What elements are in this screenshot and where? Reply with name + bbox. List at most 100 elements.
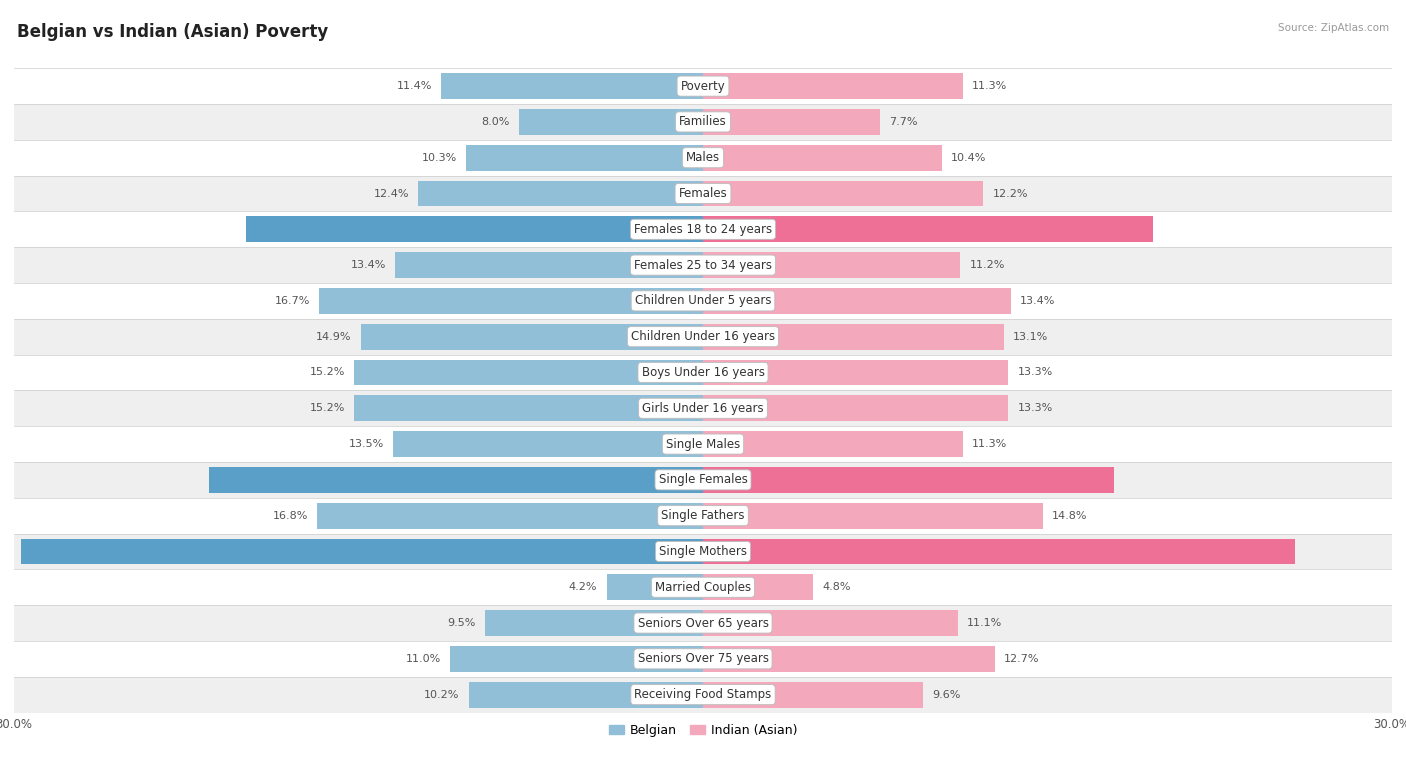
Text: Poverty: Poverty — [681, 80, 725, 92]
Bar — [703, 431, 963, 457]
Text: 25.8%: 25.8% — [676, 547, 714, 556]
Bar — [703, 610, 957, 636]
Text: Belgian vs Indian (Asian) Poverty: Belgian vs Indian (Asian) Poverty — [17, 23, 328, 41]
Bar — [703, 180, 983, 206]
Bar — [468, 681, 703, 707]
Text: 11.3%: 11.3% — [972, 81, 1007, 91]
Bar — [703, 575, 813, 600]
Bar — [703, 539, 1295, 564]
Bar — [703, 681, 924, 707]
Text: 11.4%: 11.4% — [396, 81, 432, 91]
Text: Families: Families — [679, 115, 727, 128]
Text: Seniors Over 75 years: Seniors Over 75 years — [637, 653, 769, 666]
Text: 14.9%: 14.9% — [316, 332, 352, 342]
Bar — [14, 176, 1392, 211]
Bar — [246, 217, 703, 243]
Bar — [703, 288, 1011, 314]
Text: 10.3%: 10.3% — [422, 152, 457, 163]
Text: Children Under 5 years: Children Under 5 years — [634, 294, 772, 308]
Text: 16.8%: 16.8% — [273, 511, 308, 521]
Text: 12.4%: 12.4% — [374, 189, 409, 199]
Bar — [485, 610, 703, 636]
Bar — [14, 211, 1392, 247]
Text: 19.9%: 19.9% — [692, 224, 730, 234]
Text: 13.4%: 13.4% — [350, 260, 387, 270]
Text: 11.0%: 11.0% — [406, 654, 441, 664]
Text: 8.0%: 8.0% — [482, 117, 510, 127]
Bar — [418, 180, 703, 206]
Bar — [14, 390, 1392, 426]
Text: Girls Under 16 years: Girls Under 16 years — [643, 402, 763, 415]
Text: 7.7%: 7.7% — [889, 117, 918, 127]
Text: 9.6%: 9.6% — [932, 690, 962, 700]
Bar — [361, 324, 703, 349]
Bar — [703, 503, 1043, 528]
Text: 13.3%: 13.3% — [1018, 403, 1053, 413]
Bar — [703, 109, 880, 135]
Text: 21.5%: 21.5% — [692, 475, 730, 485]
Text: Children Under 16 years: Children Under 16 years — [631, 330, 775, 343]
Text: Boys Under 16 years: Boys Under 16 years — [641, 366, 765, 379]
Text: Males: Males — [686, 151, 720, 164]
Bar — [14, 605, 1392, 641]
Text: 16.7%: 16.7% — [276, 296, 311, 306]
Text: 12.2%: 12.2% — [993, 189, 1028, 199]
Text: 13.3%: 13.3% — [1018, 368, 1053, 377]
Bar — [14, 104, 1392, 139]
Text: 29.7%: 29.7% — [692, 547, 730, 556]
Bar — [318, 503, 703, 528]
Text: 13.4%: 13.4% — [1019, 296, 1056, 306]
Text: Married Couples: Married Couples — [655, 581, 751, 594]
Bar — [606, 575, 703, 600]
Text: Source: ZipAtlas.com: Source: ZipAtlas.com — [1278, 23, 1389, 33]
Text: 11.1%: 11.1% — [967, 618, 1002, 628]
Bar — [519, 109, 703, 135]
Bar — [14, 247, 1392, 283]
Text: Females: Females — [679, 187, 727, 200]
Text: 13.1%: 13.1% — [1012, 332, 1049, 342]
Text: 4.2%: 4.2% — [569, 582, 598, 592]
Bar — [354, 359, 703, 385]
Text: 14.8%: 14.8% — [1052, 511, 1088, 521]
Bar — [703, 467, 1114, 493]
Text: Single Females: Single Females — [658, 473, 748, 487]
Bar — [14, 283, 1392, 319]
Text: 11.3%: 11.3% — [972, 439, 1007, 449]
Bar — [392, 431, 703, 457]
Bar — [14, 355, 1392, 390]
Text: 15.2%: 15.2% — [309, 403, 344, 413]
Text: 17.9%: 17.9% — [676, 475, 714, 485]
Bar — [209, 467, 703, 493]
Bar — [14, 426, 1392, 462]
Text: 10.4%: 10.4% — [950, 152, 987, 163]
Text: 13.5%: 13.5% — [349, 439, 384, 449]
Bar — [703, 324, 1004, 349]
Bar — [14, 534, 1392, 569]
Bar — [441, 74, 703, 99]
Text: Seniors Over 65 years: Seniors Over 65 years — [637, 616, 769, 630]
Bar — [450, 646, 703, 672]
Bar — [703, 646, 994, 672]
Bar — [703, 396, 1008, 421]
Text: 10.2%: 10.2% — [425, 690, 460, 700]
Bar — [703, 359, 1008, 385]
Bar — [703, 145, 942, 171]
Bar — [14, 319, 1392, 355]
Text: Single Males: Single Males — [666, 437, 740, 450]
Legend: Belgian, Indian (Asian): Belgian, Indian (Asian) — [603, 719, 803, 742]
Bar — [14, 498, 1392, 534]
Bar — [319, 288, 703, 314]
Text: Single Fathers: Single Fathers — [661, 509, 745, 522]
Text: 19.6%: 19.6% — [676, 224, 714, 234]
Bar — [703, 217, 1153, 243]
Bar — [395, 252, 703, 278]
Bar — [14, 677, 1392, 713]
Text: Single Mothers: Single Mothers — [659, 545, 747, 558]
Text: 12.7%: 12.7% — [1004, 654, 1039, 664]
Text: 15.2%: 15.2% — [309, 368, 344, 377]
Text: Females 25 to 34 years: Females 25 to 34 years — [634, 258, 772, 271]
Text: 11.2%: 11.2% — [969, 260, 1005, 270]
Text: 9.5%: 9.5% — [447, 618, 475, 628]
Text: Receiving Food Stamps: Receiving Food Stamps — [634, 688, 772, 701]
Bar — [14, 139, 1392, 176]
